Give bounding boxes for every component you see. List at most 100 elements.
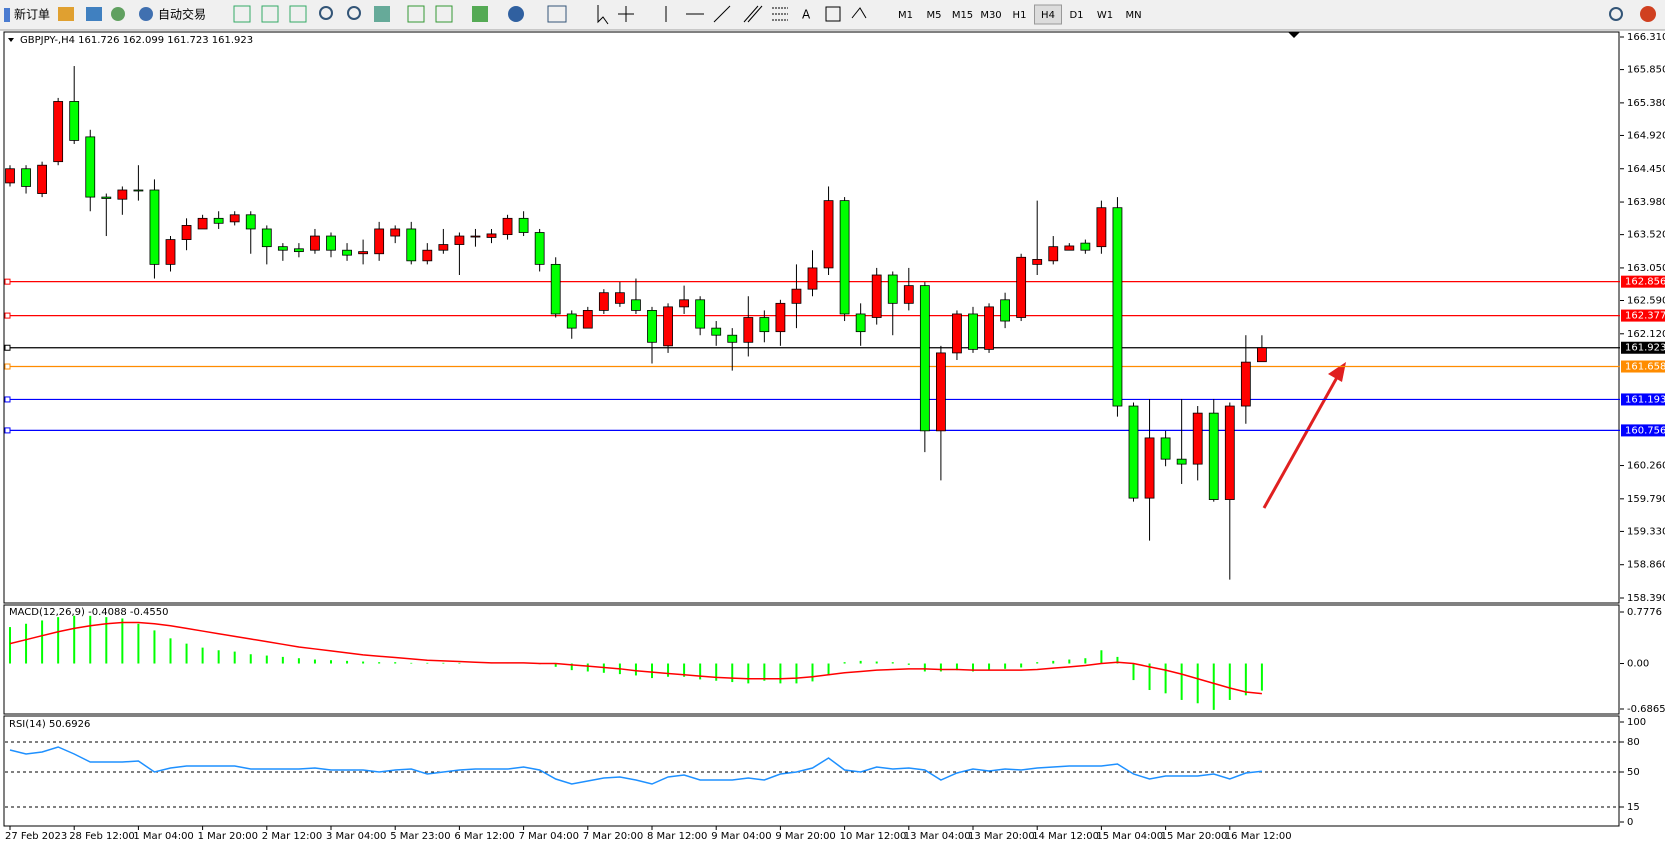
candle-body: [919, 285, 930, 432]
symbol-header: GBPJPY-,H4 161.726 162.099 161.723 161.9…: [20, 35, 253, 46]
text-tool[interactable]: A: [802, 8, 811, 22]
candle-body: [711, 327, 722, 336]
timeframe-button[interactable]: M1: [898, 10, 913, 21]
y-tick-label: 158.860: [1627, 560, 1665, 571]
candle-body: [582, 310, 593, 329]
level-label: 161.658: [1625, 362, 1665, 373]
candle-body: [1048, 246, 1059, 262]
new-order-button[interactable]: 新订单: [14, 7, 50, 22]
cursor-tool[interactable]: [597, 5, 609, 25]
candle-body: [936, 352, 946, 432]
candle-body: [1032, 259, 1043, 265]
macd-pane: [3, 604, 1620, 715]
candle-body: [550, 263, 561, 315]
macd-tick-label: 0.7776: [1627, 607, 1662, 618]
timeframe-button[interactable]: W1: [1097, 10, 1113, 21]
macd-header: MACD(12,26,9) -0.4088 -0.4550: [9, 607, 169, 618]
icon[interactable]: [472, 6, 488, 22]
candle-body: [326, 235, 336, 251]
crosshair-tool[interactable]: [618, 6, 634, 22]
candle-body: [342, 249, 352, 256]
icon[interactable]: [111, 7, 125, 21]
timeframe-button-bg[interactable]: [1034, 4, 1062, 25]
x-tick-label: 9 Mar 20:00: [775, 831, 835, 842]
zoom-in[interactable]: [319, 6, 333, 20]
shift-marker: [1288, 32, 1300, 38]
level-handle: [4, 427, 11, 434]
candle-body: [197, 217, 208, 230]
candle-body: [1080, 242, 1091, 251]
candle-body: [1192, 412, 1203, 465]
candle-body: [422, 249, 433, 262]
timeframe-button[interactable]: H4: [1041, 10, 1055, 21]
candle-body: [85, 136, 96, 198]
zoom-out[interactable]: [347, 6, 361, 20]
icon[interactable]: [547, 5, 567, 23]
macd-tick-label: 0.00: [1627, 659, 1649, 670]
candle-body: [1224, 405, 1235, 500]
y-tick-label: 164.450: [1627, 164, 1665, 175]
candle-body: [165, 239, 176, 265]
timeframe-button[interactable]: M30: [980, 10, 1001, 21]
level-handle: [4, 344, 11, 351]
x-tick-label: 13 Mar 20:00: [968, 831, 1035, 842]
timeframe-button[interactable]: D1: [1069, 10, 1083, 21]
y-tick-label: 163.980: [1627, 197, 1665, 208]
channel-tool[interactable]: [743, 5, 763, 23]
candle-body: [615, 292, 625, 304]
icon[interactable]: [58, 7, 74, 21]
toolbar-group: 新订单 自动交易 A M1 M5 M15 M30 H1 H4 D1 W1 MN: [4, 4, 1656, 25]
annotation-arrow: [1262, 371, 1342, 509]
icon[interactable]: [289, 5, 307, 23]
notifications[interactable]: [1640, 6, 1656, 22]
icon[interactable]: [139, 7, 153, 21]
candle-body: [807, 267, 818, 290]
x-tick-label: 5 Mar 23:00: [390, 831, 450, 842]
candle-body: [261, 228, 272, 248]
candle-body: [871, 274, 882, 318]
level-label-bg: [1621, 393, 1665, 406]
level-handle: [4, 363, 11, 370]
candle-body: [598, 292, 609, 311]
rsi-tick-label: 50: [1627, 767, 1640, 778]
icon[interactable]: [233, 5, 251, 23]
candle-body: [791, 288, 802, 304]
candle-body: [21, 168, 31, 187]
y-tick-label: 159.330: [1627, 526, 1665, 537]
timeframe-button[interactable]: MN: [1125, 10, 1141, 21]
candle-body: [968, 313, 978, 350]
candle-body: [181, 225, 192, 240]
timeframe-button[interactable]: M5: [927, 10, 942, 21]
icon[interactable]: [508, 6, 524, 22]
candle-body: [470, 235, 481, 238]
search[interactable]: [1609, 7, 1623, 21]
x-tick-label: 3 Mar 04:00: [326, 831, 386, 842]
rsi-tick-label: 15: [1627, 802, 1640, 813]
icon[interactable]: [435, 5, 453, 23]
x-tick-label: 1 Mar 04:00: [133, 831, 193, 842]
icon[interactable]: [407, 5, 425, 23]
trendline-tool[interactable]: [713, 5, 731, 23]
level-label: 162.856: [1625, 277, 1665, 288]
icon[interactable]: [86, 7, 102, 21]
auto-trading-button[interactable]: 自动交易: [158, 7, 206, 22]
label-tool[interactable]: [825, 6, 841, 22]
rsi-tick-label: 100: [1627, 717, 1646, 728]
timeframe-button[interactable]: M15: [952, 10, 973, 21]
candle-body: [101, 196, 112, 199]
fibo-tool[interactable]: [772, 7, 788, 21]
level-label-bg: [1621, 341, 1665, 354]
candle-body: [229, 214, 240, 223]
candle-body: [1000, 299, 1010, 322]
candle-body: [406, 228, 417, 262]
candle-body: [775, 302, 786, 333]
candle-body: [1208, 412, 1219, 500]
icon[interactable]: [374, 6, 390, 22]
arrow-tool[interactable]: [851, 7, 867, 19]
icon[interactable]: [261, 5, 279, 23]
timeframe-button[interactable]: H1: [1013, 10, 1027, 21]
x-tick-label: 14 Mar 12:00: [1032, 831, 1099, 842]
candle-body: [1128, 405, 1139, 499]
level-handle: [4, 278, 11, 285]
